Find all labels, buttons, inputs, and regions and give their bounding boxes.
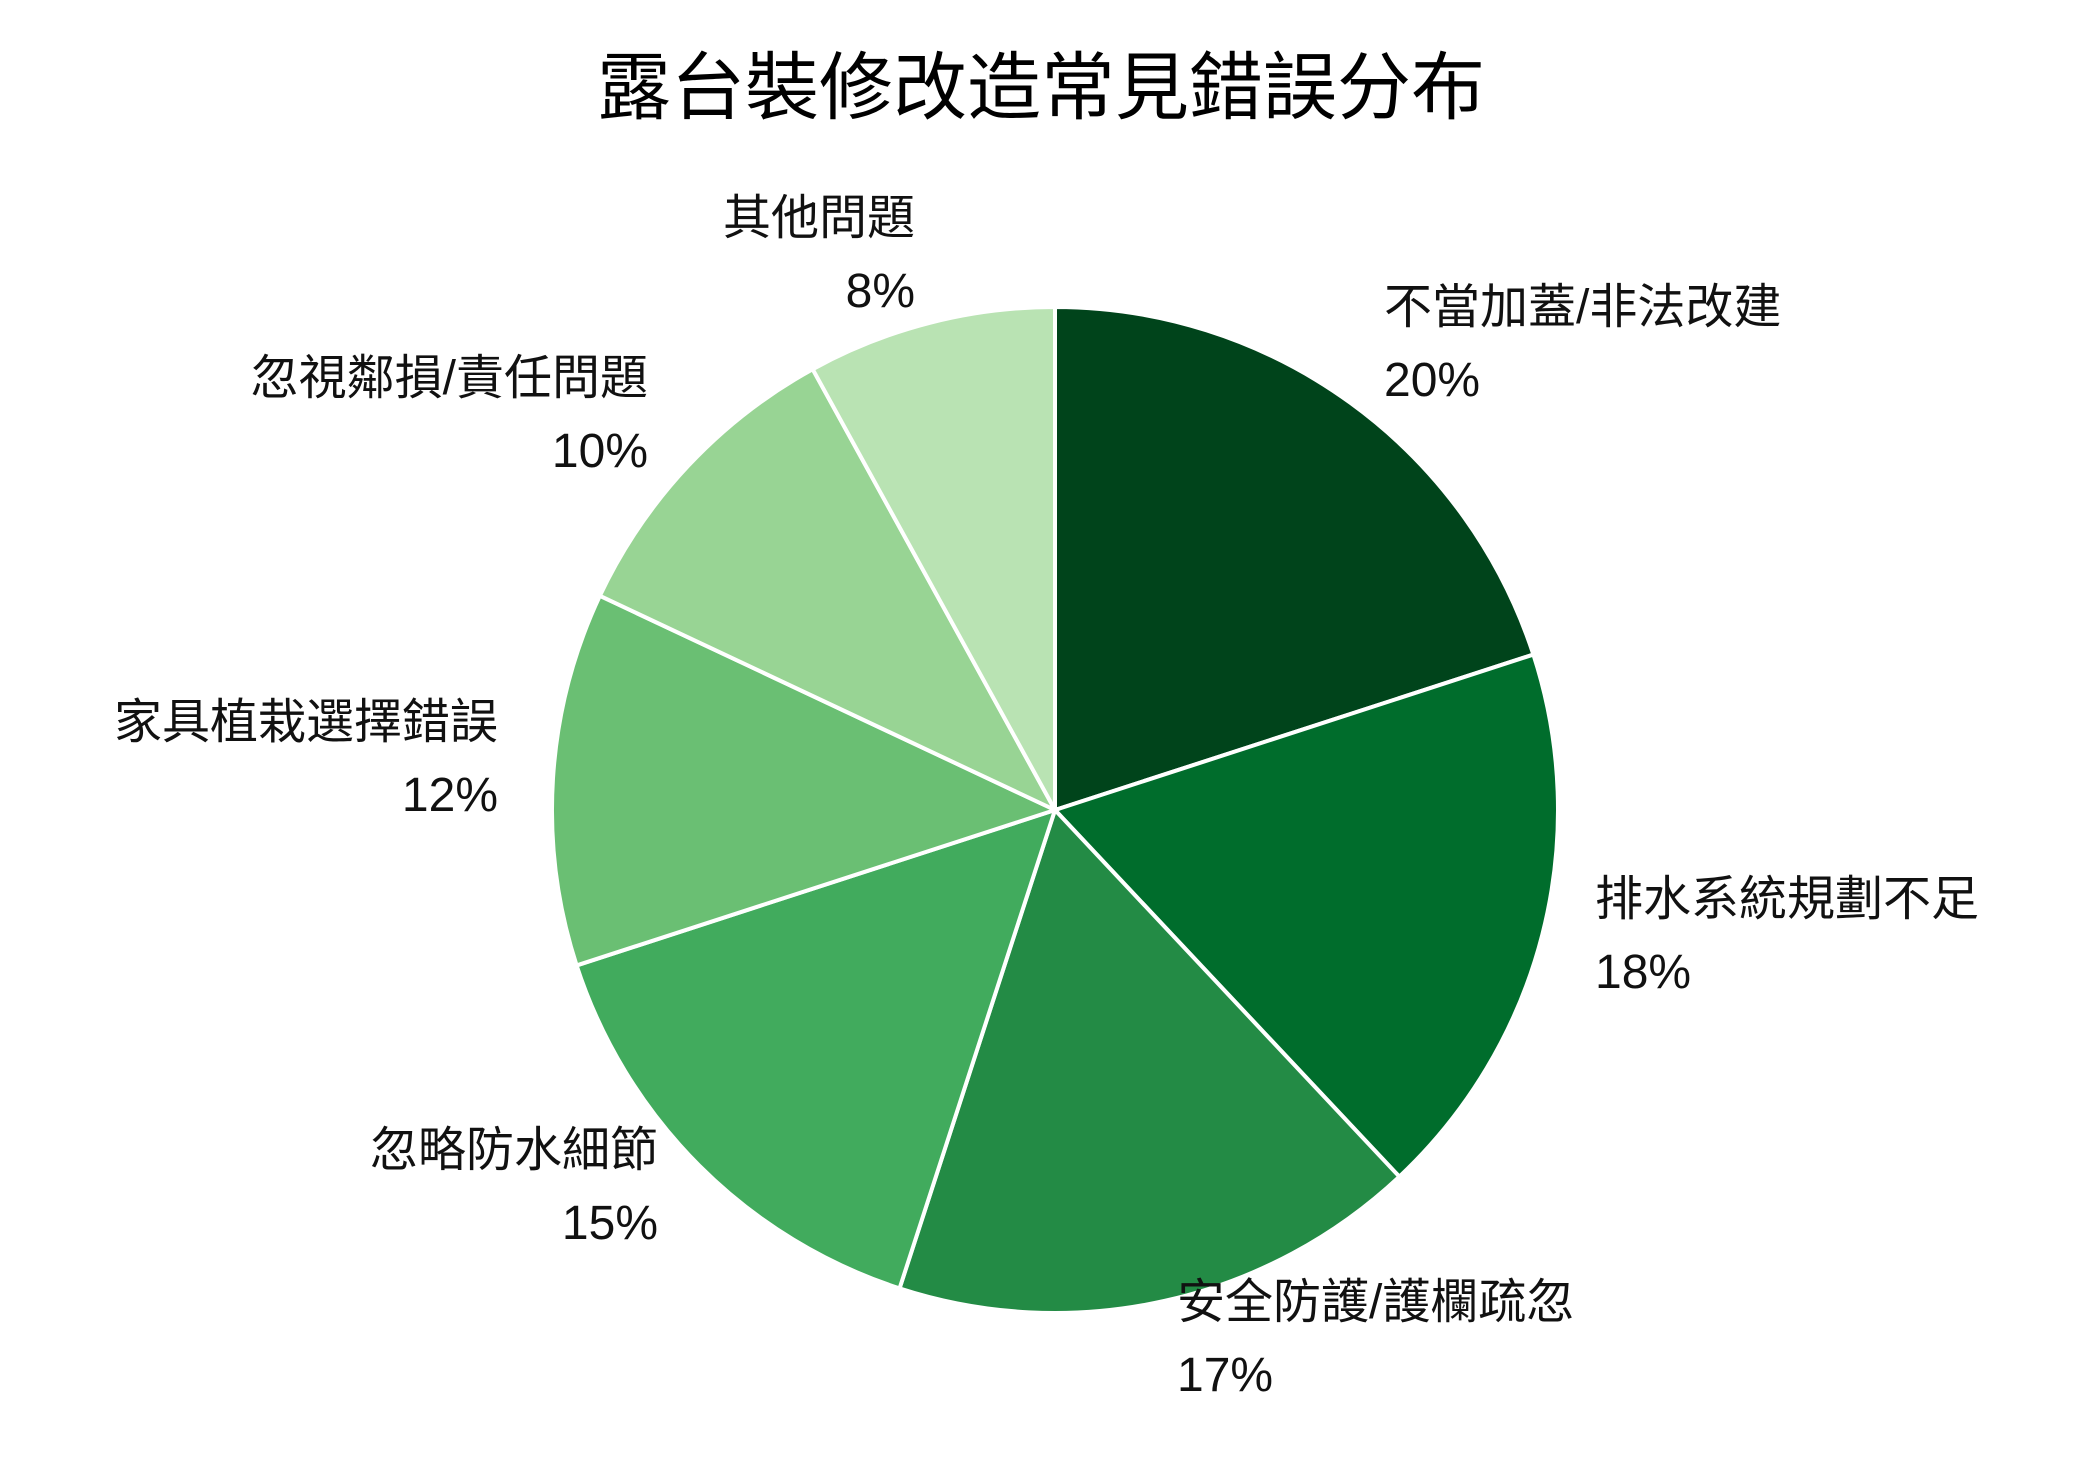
slice-label: 忽略防水細節 bbox=[370, 1124, 658, 1177]
slice-value-label: 8% bbox=[846, 265, 915, 318]
slice-value-label: 18% bbox=[1595, 946, 1691, 999]
pie-slice bbox=[1051, 652, 1560, 1180]
pie-slice bbox=[809, 304, 1057, 811]
slice-label: 安全防護/護欄疏忽 bbox=[1177, 1276, 1574, 1329]
pie-slice bbox=[897, 806, 1403, 1315]
pie-slice bbox=[574, 806, 1059, 1291]
slice-label: 忽視鄰損/責任問題 bbox=[251, 352, 648, 405]
slice-value-label: 10% bbox=[552, 425, 648, 478]
slice-value-label: 17% bbox=[1177, 1349, 1273, 1402]
pie-slice bbox=[597, 366, 1060, 815]
slice-label: 排水系統規劃不足 bbox=[1595, 873, 1979, 926]
chart-title: 露台裝修改造常見錯誤分布 bbox=[597, 46, 1485, 129]
slice-label: 不當加蓋/非法改建 bbox=[1384, 281, 1781, 334]
slice-value-label: 15% bbox=[562, 1197, 658, 1250]
slice-label: 其他問題 bbox=[723, 192, 915, 245]
slice-value-label: 12% bbox=[402, 769, 498, 822]
slice-value-label: 20% bbox=[1384, 354, 1480, 407]
pie-slice bbox=[550, 593, 1061, 968]
pie-slice bbox=[1053, 304, 1536, 813]
slice-label: 家具植栽選擇錯誤 bbox=[114, 696, 498, 749]
